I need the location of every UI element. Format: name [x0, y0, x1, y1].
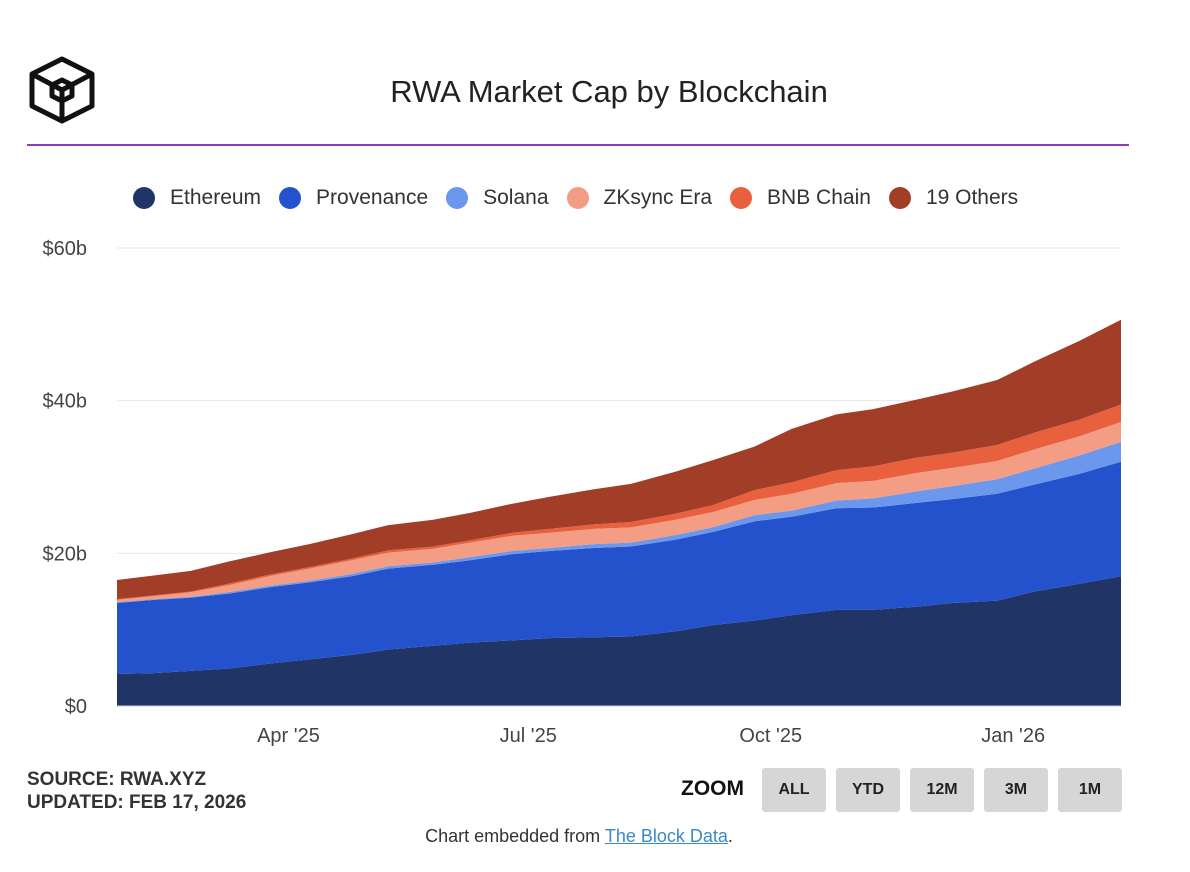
legend-label: Solana: [483, 186, 549, 209]
legend-label: ZKsync Era: [603, 186, 713, 209]
legend-item-bnb-chain[interactable]: BNB Chain: [730, 186, 871, 210]
area-series-ethereum: [117, 576, 1121, 706]
the-block-logo: [29, 56, 95, 124]
zoom-3m-button[interactable]: 3M: [984, 768, 1048, 812]
updated-text: UPDATED: FEB 17, 2026: [27, 792, 247, 813]
source-info: SOURCE: RWA.XYZ UPDATED: FEB 17, 2026: [27, 768, 246, 814]
x-tick-label: Jan '26: [981, 725, 1045, 747]
x-tick-label: Jul '25: [500, 725, 557, 747]
zoom-12m-button[interactable]: 12M: [910, 768, 974, 812]
zoom-ytd-button[interactable]: YTD: [836, 768, 900, 812]
chart-title: RWA Market Cap by Blockchain: [390, 74, 828, 109]
zoom-1m-button[interactable]: 1M: [1058, 768, 1122, 812]
legend-swatch: [888, 187, 911, 209]
legend-label: Ethereum: [170, 186, 262, 209]
the-block-data-link[interactable]: The Block Data: [604, 826, 728, 846]
x-tick-label: Apr '25: [257, 725, 320, 747]
legend-item-solana[interactable]: Solana: [446, 186, 549, 210]
embed-suffix: .: [727, 826, 733, 846]
zoom-all-button[interactable]: ALL: [762, 768, 826, 812]
area-series-zksync-era: [117, 422, 1121, 603]
y-tick-label: $20b: [43, 543, 88, 565]
y-tick-label: $40b: [43, 391, 88, 413]
legend-swatch: [133, 187, 155, 209]
legend-swatch: [730, 187, 753, 209]
legend-label: BNB Chain: [767, 186, 871, 209]
chart-legend: Ethereum Provenance Solana ZKsync Era BNB Ch…: [133, 186, 1036, 210]
area-series-19-others: [117, 319, 1121, 600]
legend-item-ethereum[interactable]: Ethereum: [133, 186, 261, 210]
legend-item-zksync-era[interactable]: ZKsync Era: [566, 186, 713, 210]
legend-swatch: [446, 187, 469, 209]
title-divider: [27, 144, 1129, 146]
zoom-label: ZOOM: [681, 777, 744, 800]
y-tick-label: $0: [65, 696, 87, 718]
legend-item-provenance[interactable]: Provenance: [279, 186, 428, 210]
legend-label: Provenance: [316, 186, 429, 209]
x-tick-label: Oct '25: [739, 725, 802, 747]
legend-swatch: [566, 187, 589, 209]
embed-note: Chart embedded from The Block Data.: [0, 826, 1158, 847]
y-tick-label: $60b: [43, 238, 88, 260]
legend-item-19-others[interactable]: 19 Others: [888, 186, 1019, 210]
area-series-provenance: [117, 461, 1121, 674]
embed-prefix: Chart embedded from: [425, 826, 605, 846]
legend-label: 19 Others: [925, 186, 1019, 209]
legend-swatch: [279, 187, 302, 209]
source-text: SOURCE: RWA.XYZ: [27, 769, 207, 790]
